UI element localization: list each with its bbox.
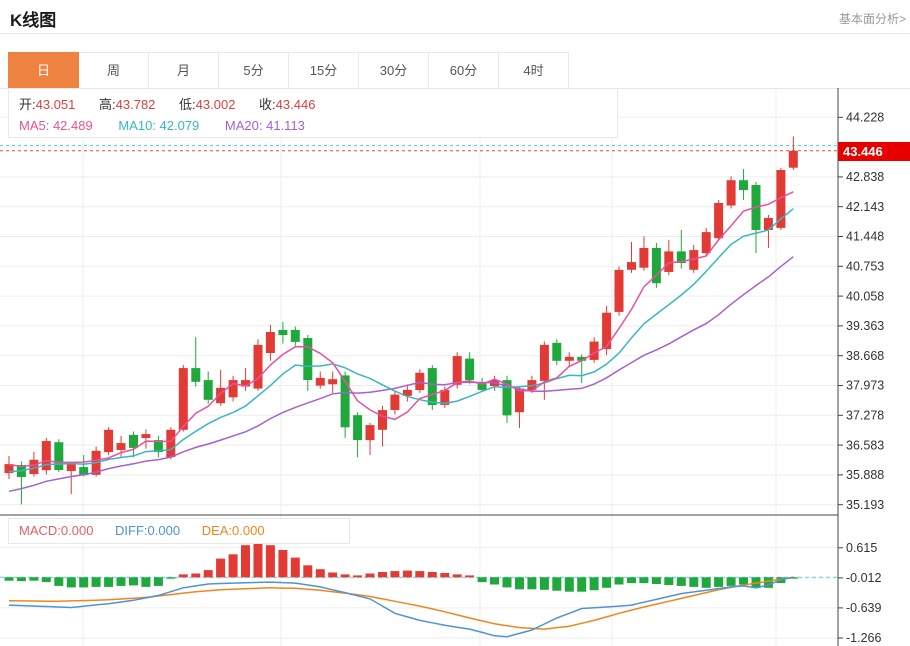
ohlc-row: 开:43.051 高:43.782 低:43.002 收:43.446	[19, 94, 617, 115]
ma10-value: MA10: 42.079	[118, 118, 200, 133]
diff-value: DIFF:0.000	[115, 523, 181, 538]
svg-text:42.838: 42.838	[846, 170, 884, 184]
svg-text:41.448: 41.448	[846, 230, 884, 244]
close-label: 收:	[259, 97, 276, 112]
kline-chart-canvas[interactable]: 44.228 42.838 42.143 41.448 40.753 40.058 39.3…	[0, 88, 910, 646]
macd-legend-box: MACD:0.000 DIFF:0.000 DEA:0.000	[8, 518, 350, 544]
dif-line	[8, 576, 794, 638]
ma20-value: MA20: 41.113	[224, 118, 305, 133]
tab-4hour[interactable]: 4时	[499, 52, 569, 90]
tab-5min[interactable]: 5分	[219, 52, 289, 90]
high-label: 高:	[99, 97, 116, 112]
tab-week[interactable]: 周	[79, 52, 149, 90]
fundamental-analysis-link[interactable]: 基本面分析>	[838, 12, 906, 26]
tab-day[interactable]: 日	[8, 52, 79, 90]
tab-30min[interactable]: 30分	[359, 52, 429, 90]
svg-text:39.363: 39.363	[846, 319, 884, 333]
ma20-line	[8, 256, 794, 493]
macd-histogram	[4, 541, 798, 592]
svg-text:42.143: 42.143	[846, 200, 884, 214]
ma10-line	[8, 208, 794, 473]
ohlc-info-box: 开:43.051 高:43.782 低:43.002 收:43.446 MA5:…	[8, 89, 618, 138]
ma5-line	[8, 191, 794, 468]
tab-month[interactable]: 月	[149, 52, 219, 90]
close-value: 43.446	[275, 97, 316, 112]
svg-text:-0.012: -0.012	[846, 571, 881, 585]
svg-text:-1.266: -1.266	[846, 631, 881, 645]
svg-text:35.888: 35.888	[846, 468, 884, 482]
svg-text:36.583: 36.583	[846, 438, 884, 452]
dea-line	[8, 576, 794, 630]
macd-value: MACD:0.000	[19, 523, 94, 538]
ma5-value: MA5: 42.489	[19, 118, 93, 133]
candles	[4, 136, 798, 505]
tab-15min[interactable]: 15分	[289, 52, 359, 90]
low-label: 低:	[179, 97, 196, 112]
header-divider	[0, 33, 910, 34]
high-value: 43.782	[115, 97, 156, 112]
tab-60min[interactable]: 60分	[429, 52, 499, 90]
svg-text:38.668: 38.668	[846, 349, 884, 363]
dea-value: DEA:0.000	[201, 523, 265, 538]
current-price-tag: 43.446	[838, 142, 910, 161]
svg-text:40.753: 40.753	[846, 260, 884, 274]
svg-text:44.228: 44.228	[846, 111, 884, 125]
svg-text:35.193: 35.193	[846, 498, 884, 512]
open-label: 开:	[19, 97, 36, 112]
timeframe-tabs: 日 周 月 5分 15分 30分 60分 4时	[8, 52, 569, 90]
svg-text:-0.639: -0.639	[846, 601, 881, 615]
svg-text:40.058: 40.058	[846, 289, 884, 303]
svg-text:37.973: 37.973	[846, 379, 884, 393]
open-value: 43.051	[35, 97, 76, 112]
page-title: K线图	[10, 11, 57, 30]
axis-tick-labels: 44.228 42.838 42.143 41.448 40.753 40.058 39.3…	[838, 111, 884, 645]
svg-text:0.615: 0.615	[846, 541, 877, 555]
low-value: 43.002	[195, 97, 236, 112]
svg-text:37.278: 37.278	[846, 409, 884, 423]
ma-row: MA5: 42.489 MA10: 42.079 MA20: 41.113	[19, 115, 617, 136]
